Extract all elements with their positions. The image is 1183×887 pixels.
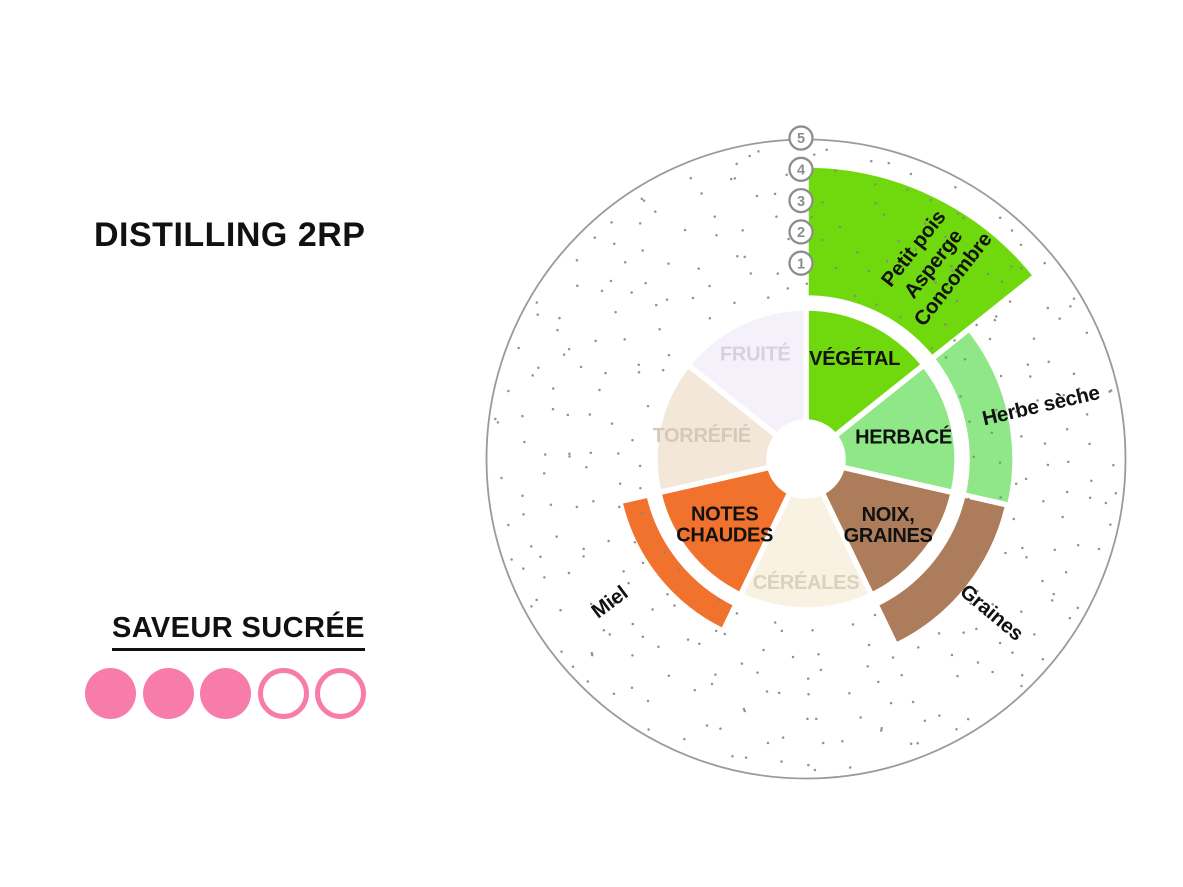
sweetness-label: SAVEUR SUCRÉE (112, 612, 365, 651)
label-cereales: CÉRÉALES (753, 571, 860, 594)
scale-tick-circle-2 (788, 219, 814, 245)
scale-tick-label-2: 2 (797, 225, 805, 241)
wedges (616, 162, 1040, 650)
scale-tick-label-1: 1 (797, 256, 805, 272)
rating-dot-filled (85, 668, 136, 719)
page-title: DISTILLING 2RP (94, 216, 366, 254)
sweetness-rating-dots (85, 668, 366, 719)
rating-dot-empty (315, 668, 366, 719)
label-notes-chaudes: NOTES CHAUDES (676, 503, 773, 546)
wedge-cereales (736, 488, 876, 613)
scale-tick-label-3: 3 (797, 194, 805, 210)
label-vegetal: VÉGÉTAL (809, 347, 900, 370)
scale-ticks: 1 2 3 4 5 (788, 125, 814, 276)
scale-tick-circle-1 (788, 250, 814, 276)
wedge-ext-notes-chaudes (616, 491, 740, 635)
wedge-torrefie (652, 360, 781, 496)
sweetness-legend: SAVEUR SUCRÉE (85, 612, 366, 719)
rating-dot-empty (257, 668, 309, 719)
label-fruite: FRUITÉ (720, 343, 790, 366)
scale-tick-label-5: 5 (797, 131, 805, 147)
wedge-vegetal (803, 305, 928, 440)
label-herbace: HERBACÉ (855, 426, 952, 449)
wedge-notes-chaudes (655, 463, 794, 599)
label-noix-graines: NOIX, GRAINES (844, 504, 933, 547)
label-torrefie: TORRÉFIÉ (653, 424, 751, 447)
wedge-noix-graines (818, 463, 957, 599)
wedge-ext-noix-graines (872, 491, 1012, 650)
rating-dot-filled (200, 668, 251, 719)
wedge-ext-vegetal (803, 162, 1040, 363)
scale-tick-circle-4 (788, 156, 814, 182)
wedge-herbace (831, 360, 960, 496)
scale-tick-label-4: 4 (797, 163, 805, 179)
scale-tick-circle-5 (788, 125, 814, 151)
scale-tick-circle-3 (788, 187, 814, 214)
wedge-fruite (684, 305, 809, 440)
category-labels: VÉGÉTAL HERBACÉ NOIX, GRAINES CÉRÉALES NOTES C… (653, 343, 953, 594)
rating-dot-filled (142, 668, 194, 719)
